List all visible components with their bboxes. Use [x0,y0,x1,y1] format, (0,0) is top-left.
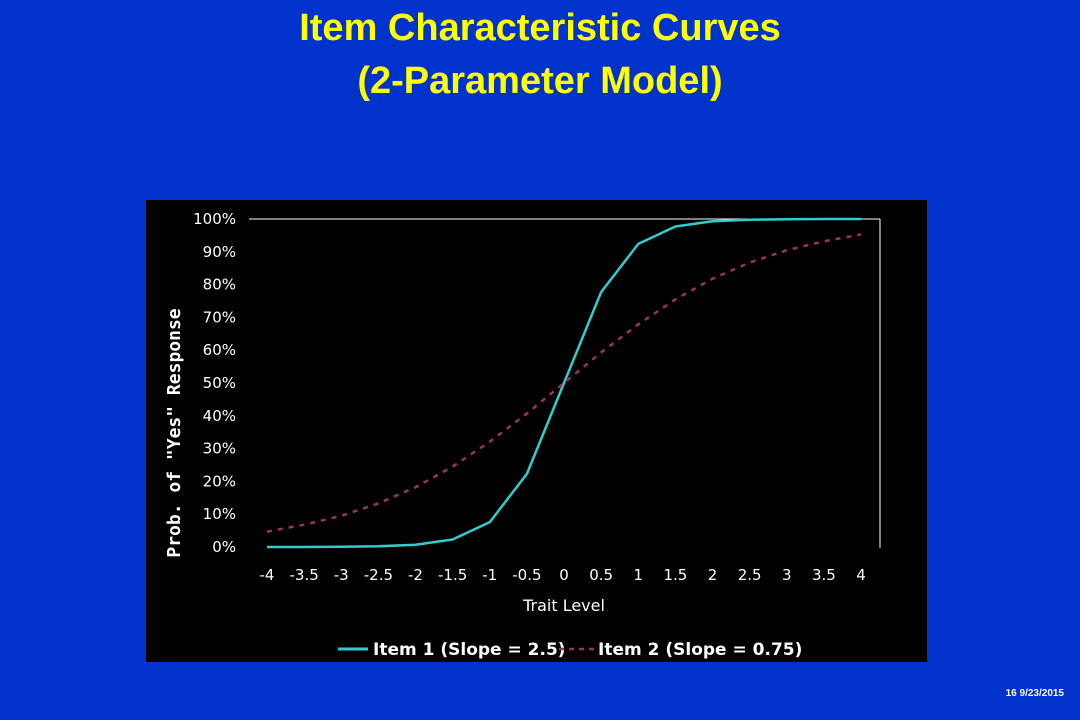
x-tick-label: -2.5 [364,566,393,584]
x-tick-label: 0 [559,566,569,584]
slide-title: Item Characteristic Curves (2-Parameter … [0,0,1080,108]
y-axis-title: Prob. of "Yes" Response [164,308,185,557]
y-tick-label: 80% [203,276,236,294]
title-line-2: (2-Parameter Model) [357,60,723,102]
x-tick-label: 3.5 [812,566,836,584]
x-tick-label: 0.5 [589,566,613,584]
y-tick-label: 30% [203,440,236,458]
legend: Item 1 (Slope = 2.5) Item 2 (Slope = 0.7… [338,640,802,660]
y-axis-ticks: 0% 10% 20% 30% 40% 50% 60% 70% 80% 90% 100% [193,210,236,556]
slide-footer: 16 9/23/2015 [1005,688,1064,699]
series-lines [266,217,862,549]
x-tick-label: 4 [856,566,866,584]
x-tick-label: -4 [260,566,275,584]
x-tick-label: 2 [708,566,718,584]
y-tick-label: 70% [203,308,236,326]
x-tick-label: -3 [334,566,349,584]
icc-chart: 0% 10% 20% 30% 40% 50% 60% 70% 80% 90% 100% -4 -3.5… [164,210,881,660]
y-tick-label: 20% [203,472,236,490]
x-tick-label: 1 [633,566,643,584]
y-tick-label: 100% [193,210,236,228]
y-tick-label: 40% [203,407,236,425]
title-line-1: Item Characteristic Curves [299,7,781,49]
legend-label-item1: Item 1 (Slope = 2.5) [373,640,566,660]
y-tick-label: 50% [203,374,236,392]
x-tick-label: -1 [482,566,497,584]
y-tick-label: 60% [203,341,236,359]
series-line-item2 [266,233,862,533]
y-tick-label: 10% [203,505,236,523]
x-tick-label: 1.5 [663,566,687,584]
x-tick-label: 2.5 [738,566,762,584]
x-tick-label: -0.5 [512,566,541,584]
x-axis-title: Trait Level [522,596,605,615]
chart-area: 0% 10% 20% 30% 40% 50% 60% 70% 80% 90% 100% -4 -3.5… [146,200,927,662]
y-tick-label: 90% [203,243,236,261]
x-tick-label: 3 [782,566,792,584]
y-tick-label: 0% [212,538,236,556]
series-line-item1 [267,217,861,549]
x-tick-label: -1.5 [438,566,467,584]
x-tick-label: -2 [408,566,423,584]
legend-label-item2: Item 2 (Slope = 0.75) [598,640,802,660]
x-axis-ticks: -4 -3.5 -3 -2.5 -2 -1.5 -1 -0.5 0 0.5 1 1.5 2 2.5 3 3.5… [260,566,866,584]
x-tick-label: -3.5 [289,566,318,584]
